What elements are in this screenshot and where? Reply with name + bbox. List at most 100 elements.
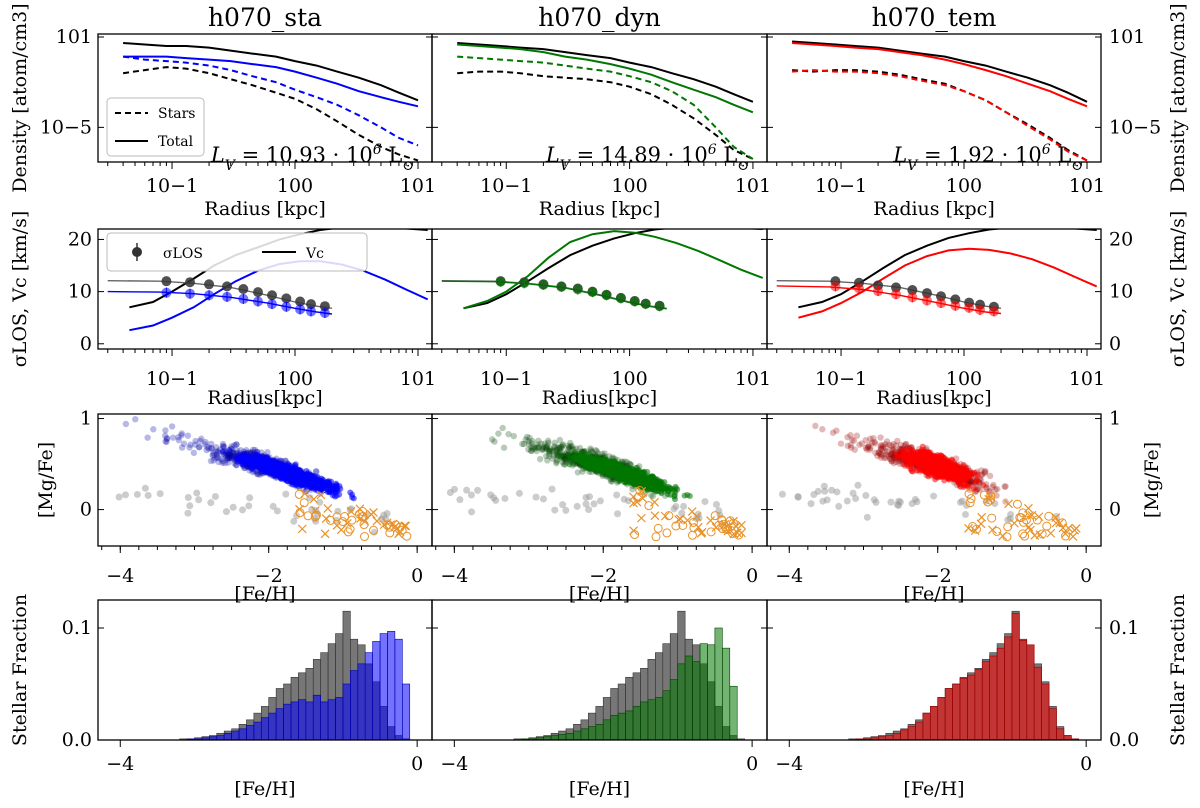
scatter-dm-point <box>225 459 232 466</box>
scatter-grey-point <box>548 485 556 493</box>
scatter-grey-point <box>467 491 475 499</box>
scatter-point <box>674 486 681 493</box>
scatter-point <box>614 466 621 473</box>
stars-density-dm-line <box>122 66 419 162</box>
sigma-dm-point <box>222 281 233 292</box>
scatter-dm-point <box>539 445 546 453</box>
stars-density-dm-line <box>457 70 754 160</box>
scatter-orange-pentagon <box>687 530 697 540</box>
scatter-point <box>920 453 927 460</box>
sigma-dm-point <box>281 293 292 304</box>
scatter-point <box>566 461 573 468</box>
scatter-grey-point <box>614 510 622 518</box>
scatter-dm-point <box>829 429 837 436</box>
scatter-dm-point <box>545 447 553 454</box>
total-density-dm-line <box>123 42 419 102</box>
luminosity-part: L <box>1051 143 1072 167</box>
vc-line <box>129 260 429 332</box>
scatter-point <box>662 483 669 490</box>
scatter-dm-point <box>989 483 996 491</box>
scatter-dm-point <box>865 443 872 451</box>
velocity-xtick-label: 100 <box>277 368 313 390</box>
scatter-orange-cross <box>300 489 310 498</box>
density-xtick-label: 10−1 <box>480 175 532 197</box>
scatter-dm-point <box>533 447 540 455</box>
scatter-dm-point <box>489 436 496 443</box>
scatter-orange-pentagon <box>310 512 320 522</box>
scatter-dm-point <box>210 452 217 459</box>
scatter-dm-point <box>896 460 903 467</box>
luminosity-label-sta: LV = 10.93 · 106 L⊙ <box>210 142 414 174</box>
chem-xtick-label: 0 <box>411 565 423 587</box>
scatter-point <box>242 454 249 461</box>
scatter-dm-point <box>237 446 244 454</box>
density-xtick-label: 101 <box>1069 175 1105 197</box>
scatter-orange-pentagon <box>332 512 342 522</box>
scatter-dm-point <box>551 444 558 451</box>
scatter-dm-point <box>888 442 895 450</box>
scatter-dm-point <box>220 443 227 451</box>
scatter-orange-pentagon <box>653 523 663 533</box>
scatter-grey-point <box>282 490 290 498</box>
scatter-dm-point <box>186 444 193 451</box>
scatter-dm-point <box>552 446 560 454</box>
scatter-point <box>924 463 931 470</box>
scatter-dm-point <box>874 452 881 460</box>
scatter-grey-point <box>195 496 203 504</box>
legend-stars-label: Stars <box>158 106 195 122</box>
scatter-dm-point <box>566 444 573 451</box>
scatter-dm-point <box>534 444 541 451</box>
scatter-dm-point <box>569 443 576 450</box>
scatter-grey-point <box>823 496 831 504</box>
scatter-dm-point <box>544 437 552 444</box>
scatter-dm-point <box>877 443 885 450</box>
scatter-dm-point <box>892 442 900 449</box>
scatter-dm-point <box>853 432 861 439</box>
sigma-dm-point <box>185 277 196 288</box>
scatter-dm-point <box>214 454 222 461</box>
scatter-dm-point <box>192 437 199 445</box>
scatter-dm-point <box>981 468 989 476</box>
scatter-grey-point <box>807 500 815 508</box>
scatter-dm-point <box>870 435 877 442</box>
scatter-dm-point <box>565 442 572 450</box>
density-ytick-label-left: 101 <box>56 26 92 48</box>
velocity-ytick-label-left: 0 <box>80 333 92 355</box>
scatter-dm-point <box>833 427 840 434</box>
scatter-point <box>919 443 926 450</box>
scatter-orange-pentagon <box>369 525 379 535</box>
scatter-dm-point <box>557 444 565 451</box>
scatter-dm-point <box>850 437 858 444</box>
scatter-orange-pentagon <box>294 489 304 499</box>
scatter-orange-cross <box>360 517 370 526</box>
scatter-orange-pentagon <box>644 501 654 511</box>
chem-panel-dyn <box>446 424 746 542</box>
scatter-orange-cross <box>650 497 659 507</box>
scatter-dm-point <box>523 433 531 441</box>
scatter-dm-point <box>529 445 536 452</box>
scatter-dm-point <box>592 446 599 454</box>
sigma-dm-point <box>204 279 215 290</box>
scatter-dm-point <box>540 443 547 451</box>
scatter-point <box>294 474 301 481</box>
scatter-point <box>606 465 613 472</box>
scatter-point <box>586 454 593 461</box>
scatter-dm-point <box>525 438 532 445</box>
scatter-point <box>626 467 633 474</box>
scatter-dm-point <box>882 440 889 448</box>
scatter-orange-cross <box>346 506 356 516</box>
scatter-dm-point <box>879 445 887 452</box>
density-xtick-label: 10−1 <box>146 175 198 197</box>
scatter-grey-point <box>446 488 454 496</box>
scatter-grey-point <box>121 491 129 499</box>
luminosity-part: L <box>717 143 738 167</box>
velocity-xlabel-dyn: Radius[kpc] <box>542 387 657 409</box>
stars-density-dm-line <box>792 69 1088 162</box>
scatter-dm-point <box>555 444 563 452</box>
scatter-orange-cross <box>1025 511 1034 521</box>
scatter-grey-point <box>492 496 500 504</box>
scatter-point <box>640 481 647 488</box>
scatter-grey-point <box>141 484 149 492</box>
scatter-dm-point <box>526 434 533 442</box>
scatter-dm-point <box>587 446 595 454</box>
